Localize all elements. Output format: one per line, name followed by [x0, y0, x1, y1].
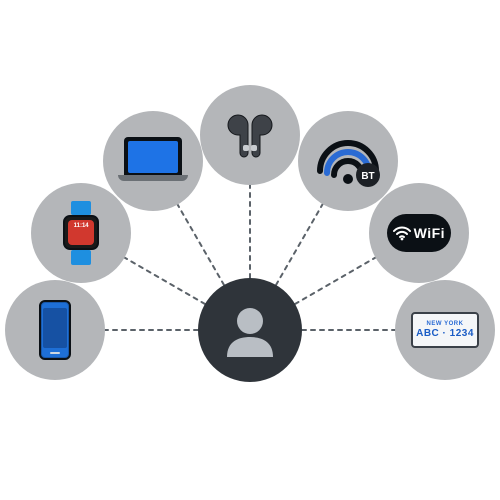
- avatar-icon: [215, 295, 285, 365]
- device-fan-diagram: 11:14 BT: [0, 0, 500, 500]
- wifi-badge-icon: WiFi: [369, 183, 469, 283]
- user-avatar-center: [198, 278, 302, 382]
- smartwatch-icon: 11:14: [31, 183, 131, 283]
- laptop-icon: [103, 111, 203, 211]
- earbuds-icon: [200, 85, 300, 185]
- svg-text:BT: BT: [361, 171, 374, 182]
- license-plate-icon: NEW YORKABC · 1234: [395, 280, 495, 380]
- smartphone-icon: [5, 280, 105, 380]
- bluetooth-wifi-icon: BT: [298, 111, 398, 211]
